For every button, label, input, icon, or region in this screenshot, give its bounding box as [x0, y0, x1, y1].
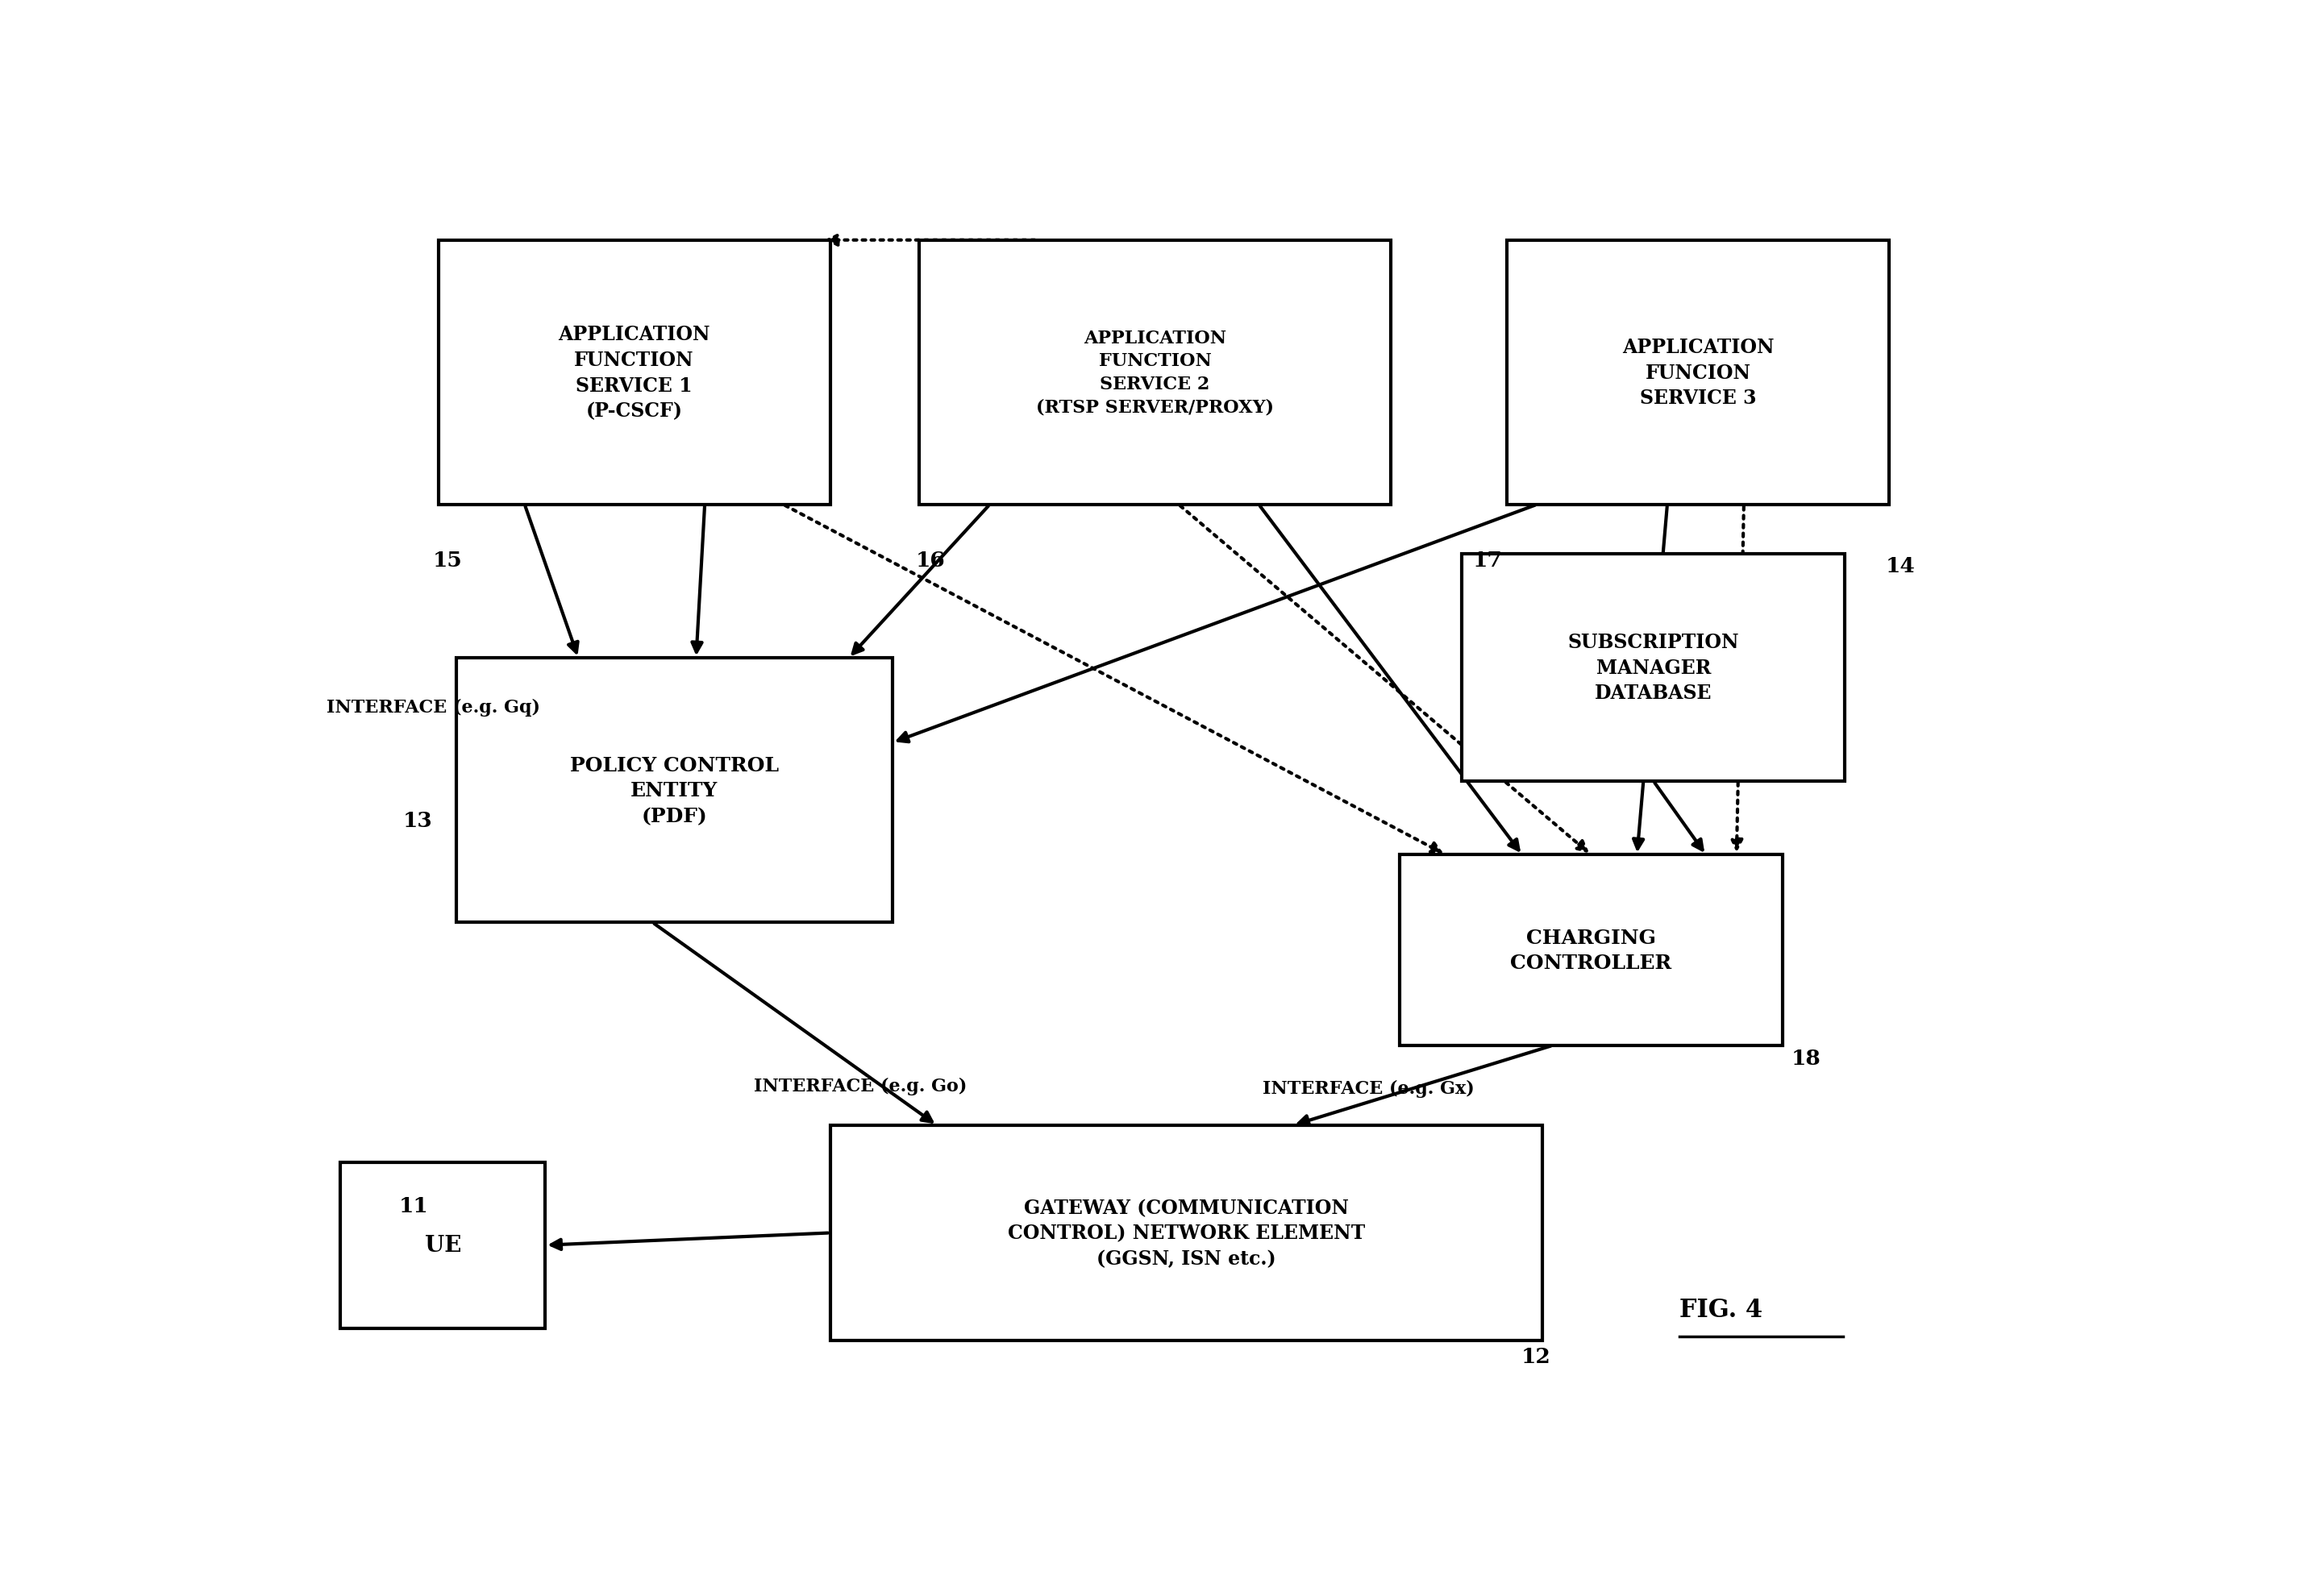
Bar	[1461, 554, 1844, 782]
Text: INTERFACE (e.g. Gx): INTERFACE (e.g. Gx)	[1263, 1080, 1475, 1098]
Text: 14: 14	[1886, 557, 1916, 576]
Text: INTERFACE (e.g. Go): INTERFACE (e.g. Go)	[753, 1077, 967, 1095]
Text: POLICY CONTROL
ENTITY
(PDF): POLICY CONTROL ENTITY (PDF)	[570, 755, 779, 825]
Text: 12: 12	[1521, 1347, 1550, 1366]
Text: 11: 11	[400, 1195, 430, 1216]
Bar	[919, 241, 1392, 504]
Bar	[457, 659, 891, 922]
Text: 17: 17	[1472, 551, 1502, 570]
Text: INTERFACE (e.g. Gq): INTERFACE (e.g. Gq)	[326, 699, 540, 717]
Text: SUBSCRIPTION
MANAGER
DATABASE: SUBSCRIPTION MANAGER DATABASE	[1567, 632, 1739, 702]
Text: FIG. 4: FIG. 4	[1679, 1298, 1762, 1323]
Bar	[1399, 855, 1782, 1045]
Text: GATEWAY (COMMUNICATION
CONTROL) NETWORK ELEMENT
(GGSN, ISN etc.): GATEWAY (COMMUNICATION CONTROL) NETWORK …	[1008, 1199, 1364, 1269]
Bar	[829, 1125, 1541, 1341]
Text: 13: 13	[402, 811, 432, 832]
Bar	[340, 1162, 544, 1328]
Text: CHARGING
CONTROLLER: CHARGING CONTROLLER	[1511, 927, 1672, 974]
Text: 16: 16	[917, 551, 944, 570]
Text: APPLICATION
FUNCTION
SERVICE 2
(RTSP SERVER/PROXY): APPLICATION FUNCTION SERVICE 2 (RTSP SER…	[1036, 329, 1275, 417]
Text: APPLICATION
FUNCION
SERVICE 3: APPLICATION FUNCION SERVICE 3	[1622, 338, 1773, 409]
Text: APPLICATION
FUNCTION
SERVICE 1
(P-CSCF): APPLICATION FUNCTION SERVICE 1 (P-CSCF)	[558, 326, 710, 421]
Bar	[1507, 241, 1888, 504]
Text: 15: 15	[434, 551, 462, 570]
Text: 18: 18	[1792, 1049, 1822, 1068]
Text: UE: UE	[425, 1234, 462, 1256]
Bar	[439, 241, 829, 504]
